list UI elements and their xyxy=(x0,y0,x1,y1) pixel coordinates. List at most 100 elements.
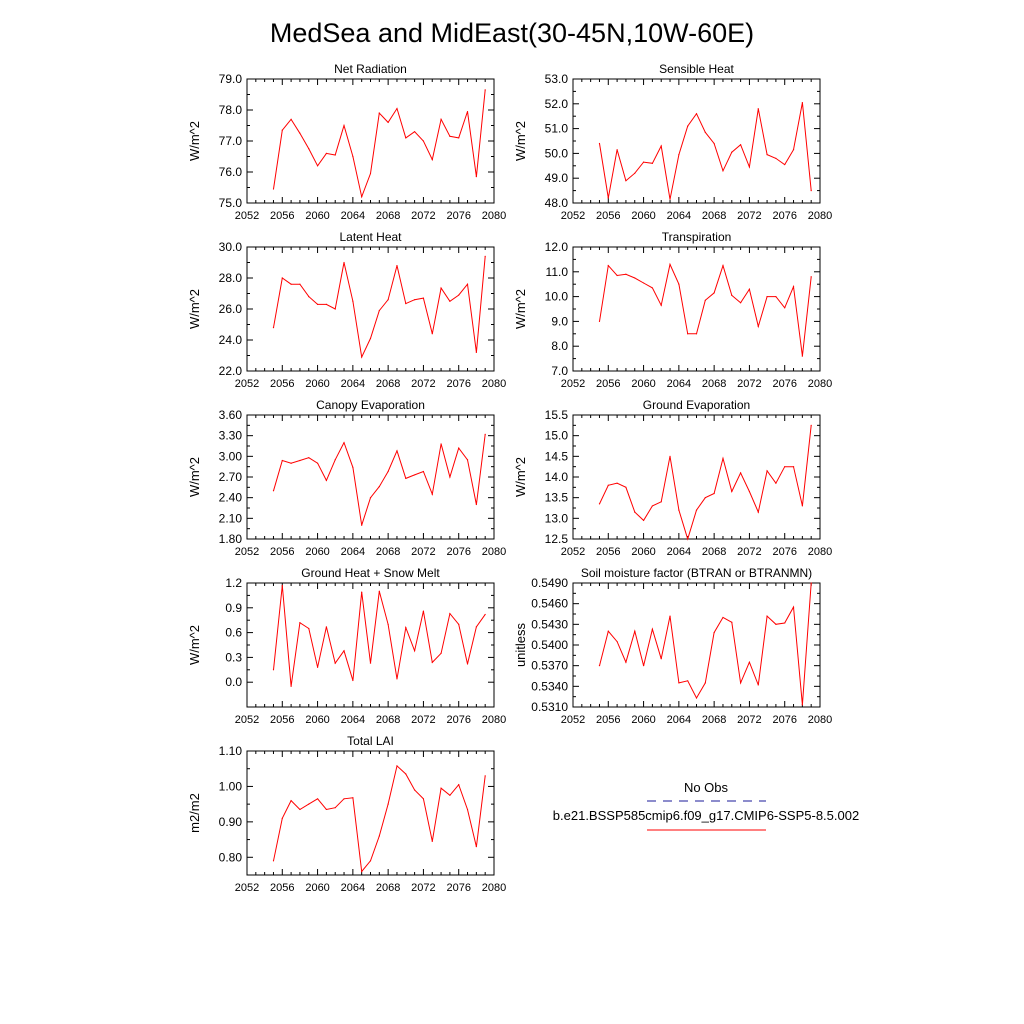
y-tick-label: 0.80 xyxy=(219,850,243,864)
data-point xyxy=(731,294,733,296)
y-tick-label: 1.80 xyxy=(219,532,243,546)
data-point xyxy=(704,497,706,499)
data-point xyxy=(642,161,645,163)
x-tick-label: 2080 xyxy=(482,714,506,726)
data-point xyxy=(316,666,319,668)
data-point xyxy=(740,472,742,474)
plot-frame xyxy=(246,414,495,540)
data-point xyxy=(792,606,795,608)
y-tick-label: 13.0 xyxy=(545,511,569,525)
data-point xyxy=(784,307,786,309)
data-point xyxy=(642,665,645,667)
data-point xyxy=(642,519,645,522)
x-tick-label: 2056 xyxy=(270,546,294,558)
x-tick-label: 2076 xyxy=(772,714,796,726)
x-tick-label: 2072 xyxy=(411,882,435,894)
data-point xyxy=(414,474,416,476)
data-point xyxy=(722,616,724,619)
y-tick-label: 0.5310 xyxy=(531,700,568,714)
data-point xyxy=(651,287,653,289)
data-point xyxy=(405,773,407,775)
data-point xyxy=(757,108,759,110)
x-tick-label: 2076 xyxy=(446,714,470,726)
data-point xyxy=(678,154,680,156)
data-point xyxy=(361,524,363,526)
data-point xyxy=(598,665,601,667)
plot-frame xyxy=(572,582,821,708)
x-tick-label: 2068 xyxy=(376,882,400,894)
y-tick-label: 1.00 xyxy=(219,779,243,793)
data-point xyxy=(766,615,768,617)
y-tick-label: 0.5490 xyxy=(531,576,568,590)
x-tick-label: 2080 xyxy=(482,210,506,222)
data-point xyxy=(440,443,442,445)
y-tick-label: 12.5 xyxy=(545,532,569,546)
data-point xyxy=(378,590,380,592)
y-tick-label: 10.0 xyxy=(545,290,569,304)
data-point xyxy=(334,807,336,809)
data-point xyxy=(810,424,812,426)
data-point xyxy=(695,333,698,335)
data-point xyxy=(361,196,363,198)
data-point xyxy=(378,486,380,488)
data-point xyxy=(316,798,319,800)
y-tick-label: 22.0 xyxy=(219,364,243,378)
data-point xyxy=(687,680,689,682)
y-tick-label: 15.0 xyxy=(545,429,569,443)
data-point xyxy=(422,140,425,142)
data-point xyxy=(352,679,354,682)
y-tick-label: 2.70 xyxy=(219,470,243,484)
data-point xyxy=(810,582,812,584)
data-point xyxy=(484,89,486,91)
data-point xyxy=(775,623,777,625)
y-tick-label: 50.0 xyxy=(545,146,569,160)
data-point xyxy=(801,355,803,357)
data-point xyxy=(687,538,689,540)
series-line xyxy=(599,262,812,357)
panel-title: Transpiration xyxy=(662,230,732,244)
data-point xyxy=(748,288,751,290)
series-line xyxy=(599,102,812,200)
data-point xyxy=(387,299,389,301)
y-axis-label: unitless xyxy=(513,622,528,667)
data-point xyxy=(414,131,416,133)
x-tick-label: 2076 xyxy=(446,546,470,558)
x-tick-label: 2064 xyxy=(341,378,365,390)
data-point xyxy=(713,492,715,495)
x-tick-label: 2068 xyxy=(702,210,726,222)
data-point xyxy=(740,682,742,684)
y-tick-label: 0.5430 xyxy=(531,617,568,631)
panel-latent-heat: Latent Heat 2052 2056 2060 2064 2068 2072 2076 2… xyxy=(187,230,506,390)
x-tick-label: 2080 xyxy=(808,378,832,390)
x-tick-label: 2056 xyxy=(270,210,294,222)
data-point xyxy=(757,511,759,513)
data-point xyxy=(669,198,671,200)
plot-frame xyxy=(246,750,495,876)
data-point xyxy=(325,152,327,154)
data-point xyxy=(431,661,433,663)
data-point xyxy=(598,503,601,505)
data-point xyxy=(405,477,407,479)
data-point xyxy=(634,511,636,513)
x-tick-label: 2072 xyxy=(411,546,435,558)
data-point xyxy=(625,486,627,488)
data-point xyxy=(290,800,292,802)
data-point xyxy=(475,846,477,848)
x-tick-label: 2068 xyxy=(376,714,400,726)
data-point xyxy=(792,286,795,288)
y-tick-label: 14.0 xyxy=(545,470,569,484)
data-point xyxy=(405,627,407,629)
data-point xyxy=(281,277,283,279)
y-tick-label: 76.0 xyxy=(219,165,243,179)
y-axis-label: W/m^2 xyxy=(187,457,202,497)
x-tick-label: 2072 xyxy=(737,378,761,390)
y-tick-label: 26.0 xyxy=(219,302,243,316)
data-point xyxy=(634,172,636,174)
data-point xyxy=(466,283,469,285)
data-point xyxy=(396,678,398,680)
data-point xyxy=(422,470,425,473)
data-point xyxy=(713,142,715,145)
x-tick-label: 2060 xyxy=(631,714,655,726)
y-tick-label: 49.0 xyxy=(545,171,569,185)
data-point xyxy=(308,148,310,150)
